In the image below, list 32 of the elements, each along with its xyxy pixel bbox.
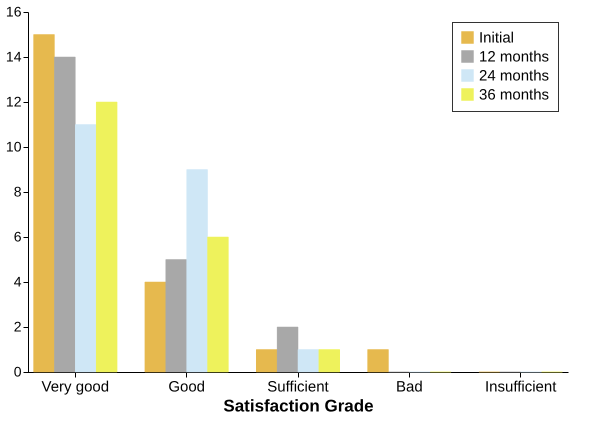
x-axis-title: Satisfaction Grade xyxy=(223,396,374,416)
bar xyxy=(33,34,55,372)
bar xyxy=(166,259,187,372)
bar xyxy=(298,349,320,372)
bar xyxy=(75,124,96,372)
x-tick-label: Good xyxy=(168,378,206,396)
legend-label: 24 months xyxy=(479,68,550,84)
y-tick-label: 2 xyxy=(14,318,22,334)
bar xyxy=(186,169,208,372)
bar xyxy=(144,282,166,372)
legend-label: 36 months xyxy=(479,86,550,104)
legend-label: Initial xyxy=(479,30,514,46)
bar xyxy=(96,102,118,372)
y-tick-label: 10 xyxy=(6,138,22,154)
bar xyxy=(256,349,278,372)
x-tick-label: Sufficient xyxy=(267,378,330,396)
y-tick-label: 6 xyxy=(14,228,22,244)
y-tick-label: 0 xyxy=(14,364,22,380)
x-tick-label: Very good xyxy=(42,378,110,396)
y-tick-label: 14 xyxy=(6,48,22,64)
bar xyxy=(318,349,340,372)
x-tick-label: Bad xyxy=(396,378,423,396)
bar xyxy=(207,236,229,372)
legend-label: 12 months xyxy=(479,48,550,66)
bar xyxy=(367,349,389,372)
bar xyxy=(276,326,298,372)
bar xyxy=(54,56,76,372)
y-tick-label: 16 xyxy=(6,4,22,20)
y-tick-label: 4 xyxy=(14,274,22,290)
y-tick-label: 12 xyxy=(6,94,22,110)
y-tick-label: 8 xyxy=(14,184,22,200)
x-tick-label: Insufficient xyxy=(484,378,558,396)
